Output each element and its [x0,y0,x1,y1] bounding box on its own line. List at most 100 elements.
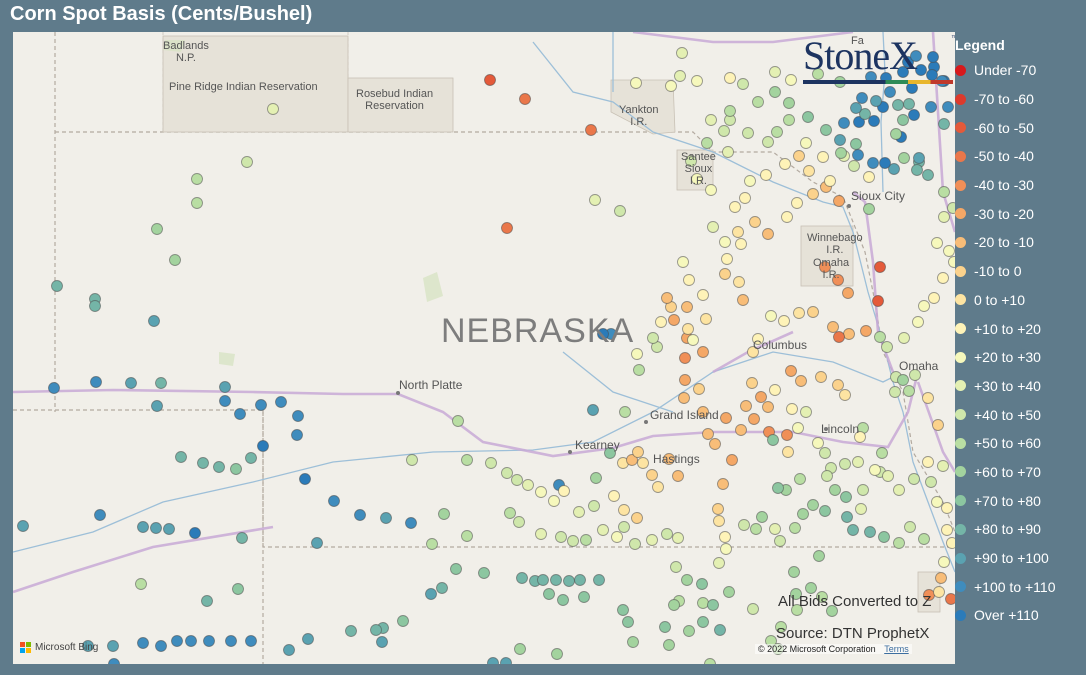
basis-point[interactable] [291,429,303,441]
basis-point[interactable] [781,211,793,223]
basis-point[interactable] [619,406,631,418]
basis-point[interactable] [812,437,824,449]
basis-point[interactable] [769,86,781,98]
basis-point[interactable] [275,396,287,408]
basis-point[interactable] [820,124,832,136]
basis-point[interactable] [148,315,160,327]
basis-point[interactable] [864,526,876,538]
basis-point[interactable] [438,508,450,520]
basis-point[interactable] [853,116,865,128]
basis-point[interactable] [912,316,924,328]
basis-point[interactable] [746,377,758,389]
basis-point[interactable] [150,522,162,534]
basis-point[interactable] [850,138,862,150]
basis-point[interactable] [450,563,462,575]
basis-point[interactable] [937,272,949,284]
basis-point[interactable] [676,47,688,59]
basis-point[interactable] [191,197,203,209]
basis-point[interactable] [652,481,664,493]
basis-point[interactable] [738,519,750,531]
basis-point[interactable] [812,68,824,80]
basis-point[interactable] [511,474,523,486]
basis-point[interactable] [513,516,525,528]
basis-point[interactable] [647,332,659,344]
basis-point[interactable] [771,126,783,138]
basis-point[interactable] [425,588,437,600]
basis-point[interactable] [795,375,807,387]
basis-point[interactable] [724,105,736,117]
basis-point[interactable] [744,175,756,187]
basis-point[interactable] [501,467,513,479]
basis-point[interactable] [726,454,738,466]
basis-point[interactable] [713,557,725,569]
basis-point[interactable] [436,582,448,594]
basis-point[interactable] [775,621,787,633]
basis-point[interactable] [783,114,795,126]
basis-point[interactable] [918,533,930,545]
basis-point[interactable] [646,534,658,546]
basis-point[interactable] [740,400,752,412]
basis-point[interactable] [724,72,736,84]
basis-point[interactable] [604,447,616,459]
basis-point[interactable] [935,572,947,584]
basis-point[interactable] [878,531,890,543]
basis-point[interactable] [611,531,623,543]
basis-point[interactable] [893,537,905,549]
basis-point[interactable] [904,521,916,533]
basis-point[interactable] [580,534,592,546]
basis-point[interactable] [137,637,149,649]
basis-point[interactable] [151,400,163,412]
basis-point[interactable] [299,473,311,485]
basis-point[interactable] [632,446,644,458]
basis-point[interactable] [283,644,295,656]
basis-point[interactable] [683,625,695,637]
basis-point[interactable] [848,160,860,172]
basis-point[interactable] [870,95,882,107]
basis-point[interactable] [762,401,774,413]
basis-point[interactable] [722,146,734,158]
basis-point[interactable] [834,134,846,146]
basis-point[interactable] [788,566,800,578]
basis-point[interactable] [793,307,805,319]
basis-point[interactable] [704,658,716,665]
basis-point[interactable] [155,640,167,652]
basis-point[interactable] [933,586,945,598]
basis-point[interactable] [889,386,901,398]
basis-point[interactable] [717,478,729,490]
basis-point[interactable] [748,413,760,425]
basis-point[interactable] [807,499,819,511]
basis-point[interactable] [839,458,851,470]
basis-point[interactable] [405,517,417,529]
basis-point[interactable] [856,92,868,104]
basis-point[interactable] [376,636,388,648]
basis-point[interactable] [879,157,891,169]
basis-point[interactable] [769,384,781,396]
basis-point[interactable] [860,325,872,337]
basis-point[interactable] [548,495,560,507]
basis-point[interactable] [821,470,833,482]
basis-point[interactable] [485,457,497,469]
basis-point[interactable] [826,605,838,617]
basis-point[interactable] [840,491,852,503]
basis-point[interactable] [137,521,149,533]
basis-point[interactable] [918,300,930,312]
basis-point[interactable] [781,429,793,441]
basis-point[interactable] [800,137,812,149]
basis-point[interactable] [800,406,812,418]
basis-point[interactable] [522,479,534,491]
basis-point[interactable] [737,78,749,90]
basis-point[interactable] [397,615,409,627]
basis-point[interactable] [672,470,684,482]
basis-point[interactable] [169,254,181,266]
basis-point[interactable] [555,531,567,543]
basis-point[interactable] [735,238,747,250]
basis-point[interactable] [719,268,731,280]
basis-point[interactable] [201,595,213,607]
basis-point[interactable] [772,482,784,494]
basis-point[interactable] [908,109,920,121]
basis-point[interactable] [925,476,937,488]
basis-point[interactable] [504,507,516,519]
basis-point[interactable] [881,341,893,353]
basis-point[interactable] [691,75,703,87]
basis-point[interactable] [765,310,777,322]
